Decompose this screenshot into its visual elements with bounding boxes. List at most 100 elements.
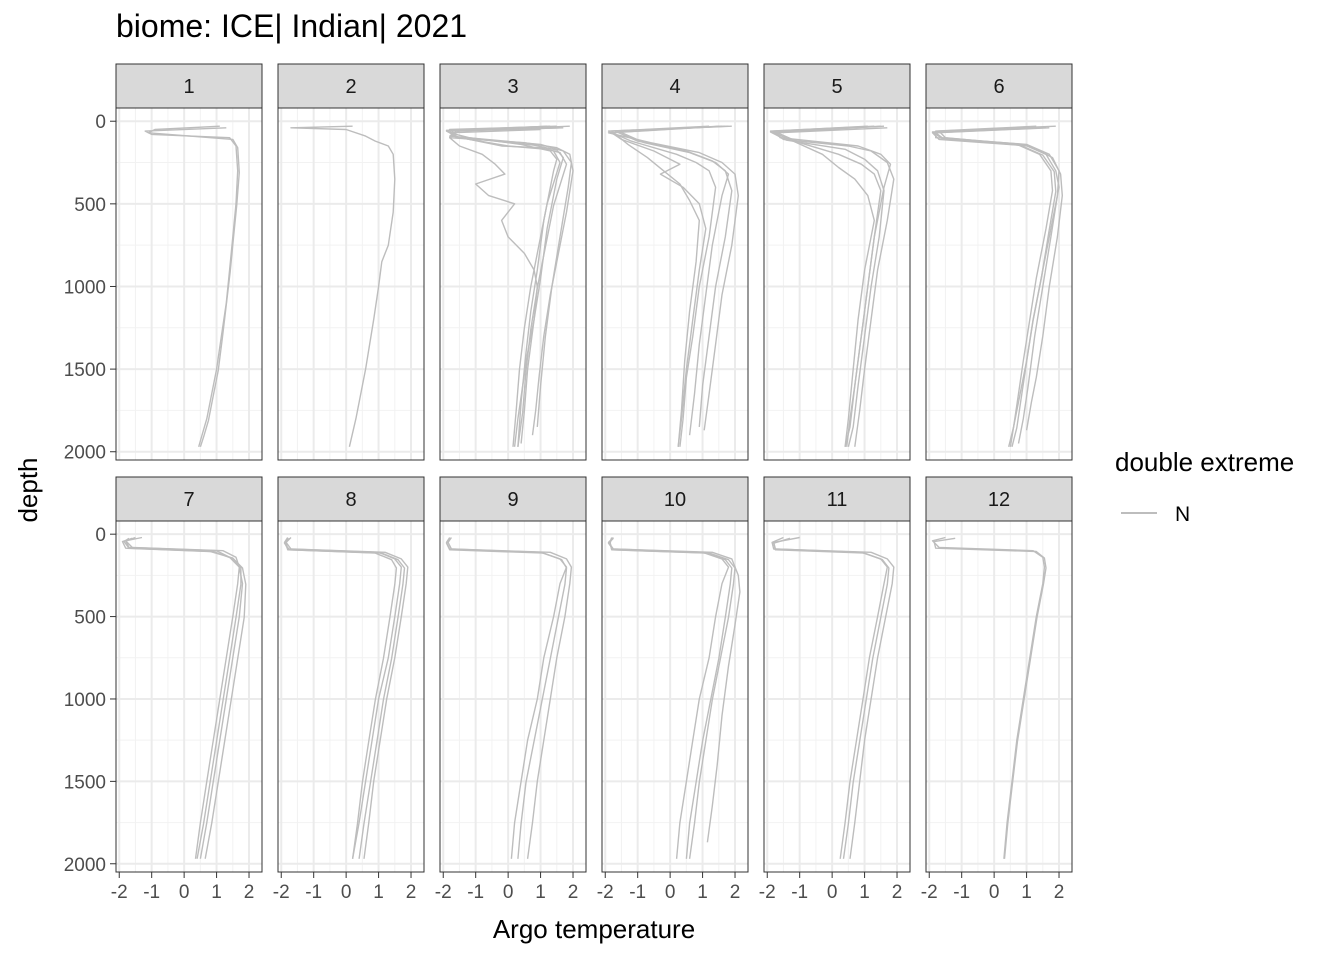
profile-line — [124, 536, 241, 859]
x-tick-label: 0 — [341, 882, 352, 903]
panel-border — [439, 520, 587, 873]
profile-line — [285, 538, 406, 859]
facet-strip — [925, 63, 1073, 109]
profile-line — [773, 537, 890, 859]
facet-strip-label: 2 — [345, 76, 356, 98]
profile-line — [773, 125, 895, 447]
profile-line — [769, 125, 885, 447]
profile-line — [935, 125, 1060, 444]
x-tick-label: 1 — [1021, 882, 1032, 903]
x-tick-label: -2 — [273, 882, 290, 903]
profile-line — [611, 125, 723, 447]
facet-strip — [925, 476, 1073, 522]
y-axis-title: depth — [13, 457, 43, 522]
panel-border — [115, 520, 263, 873]
panel-background — [926, 521, 1072, 872]
x-tick-label: 2 — [1054, 882, 1065, 903]
panel-background — [602, 108, 748, 460]
x-tick-label: 0 — [989, 882, 1000, 903]
facet-strip-label: 3 — [507, 76, 518, 98]
legend-title: double extreme — [1115, 447, 1294, 477]
panel-border — [601, 107, 749, 461]
facet-strip — [601, 476, 749, 522]
x-tick-label: -2 — [597, 882, 614, 903]
panel-background — [278, 521, 424, 872]
y-tick-label: 1500 — [64, 360, 106, 381]
facet-strip — [439, 476, 587, 522]
x-tick-label: 2 — [730, 882, 741, 903]
y-tick-label: 0 — [95, 525, 106, 546]
x-tick-label: -2 — [759, 882, 776, 903]
panel-background — [440, 108, 586, 460]
panel-border — [115, 107, 263, 461]
x-tick-label: 1 — [859, 882, 870, 903]
x-tick-label: 1 — [211, 882, 222, 903]
profile-line — [769, 125, 875, 447]
x-tick-label: 2 — [892, 882, 903, 903]
y-tick-label: 1000 — [64, 277, 106, 298]
panel-border — [601, 520, 749, 873]
profile-line — [611, 125, 710, 447]
facet-strip — [277, 476, 425, 522]
profile-line — [607, 125, 739, 431]
facet-strip — [763, 63, 911, 109]
facet-strip — [763, 476, 911, 522]
panel-border — [277, 520, 425, 873]
x-tick-label: -2 — [111, 882, 128, 903]
panel-border — [763, 107, 911, 461]
y-tick-label: 2000 — [64, 855, 106, 876]
profile-line — [445, 537, 568, 859]
x-tick-label: 0 — [665, 882, 676, 903]
x-axis-title: Argo temperature — [493, 914, 695, 944]
profile-line — [445, 125, 564, 444]
facet-strip — [115, 63, 263, 109]
profile-line — [147, 125, 241, 448]
x-tick-label: 1 — [697, 882, 708, 903]
profile-line — [285, 537, 409, 859]
profile-line — [771, 536, 895, 859]
y-tick-label: 0 — [95, 112, 106, 133]
x-tick-label: -2 — [435, 882, 452, 903]
profile-line — [447, 537, 573, 859]
profile-line — [933, 537, 1047, 859]
x-tick-label: -1 — [305, 882, 322, 903]
profile-line — [449, 125, 574, 436]
profile-line — [931, 126, 1057, 447]
facet-strip-label: 9 — [507, 489, 518, 511]
panel-border — [439, 107, 587, 461]
y-tick-label: 500 — [74, 608, 106, 629]
x-tick-label: 2 — [406, 882, 417, 903]
panel-background — [278, 108, 424, 460]
facet-strip — [439, 63, 587, 109]
profile-line — [290, 125, 396, 447]
panel-border — [277, 107, 425, 461]
panel-background — [764, 521, 910, 872]
facet-strip-label: 12 — [988, 489, 1010, 511]
x-tick-label: 0 — [179, 882, 190, 903]
y-tick-label: 2000 — [64, 443, 106, 464]
panel-border — [925, 107, 1073, 461]
profile-line — [449, 125, 548, 447]
x-tick-label: -1 — [629, 882, 646, 903]
chart-title-row: biome: ICE| Indian| 2021 — [116, 8, 467, 52]
profile-line — [449, 127, 573, 427]
x-tick-label: 0 — [503, 882, 514, 903]
facet-strip-label: 1 — [183, 76, 194, 98]
panel-background — [116, 108, 262, 460]
chart-title: biome: ICE| Indian| 2021 — [116, 8, 468, 44]
x-tick-label: 2 — [568, 882, 579, 903]
profile-line — [931, 536, 1046, 859]
y-tick-label: 1000 — [64, 690, 106, 711]
profile-line — [607, 537, 736, 859]
y-tick-label: 1500 — [64, 772, 106, 793]
profile-line — [931, 127, 1064, 431]
facet-strip-label: 4 — [669, 76, 680, 98]
panel-border — [763, 520, 911, 873]
facet-strip-label: 5 — [831, 76, 842, 98]
profile-line — [123, 537, 242, 859]
facet-strip-label: 8 — [345, 489, 356, 511]
y-tick-label: 500 — [74, 195, 106, 216]
x-tick-label: -1 — [467, 882, 484, 903]
